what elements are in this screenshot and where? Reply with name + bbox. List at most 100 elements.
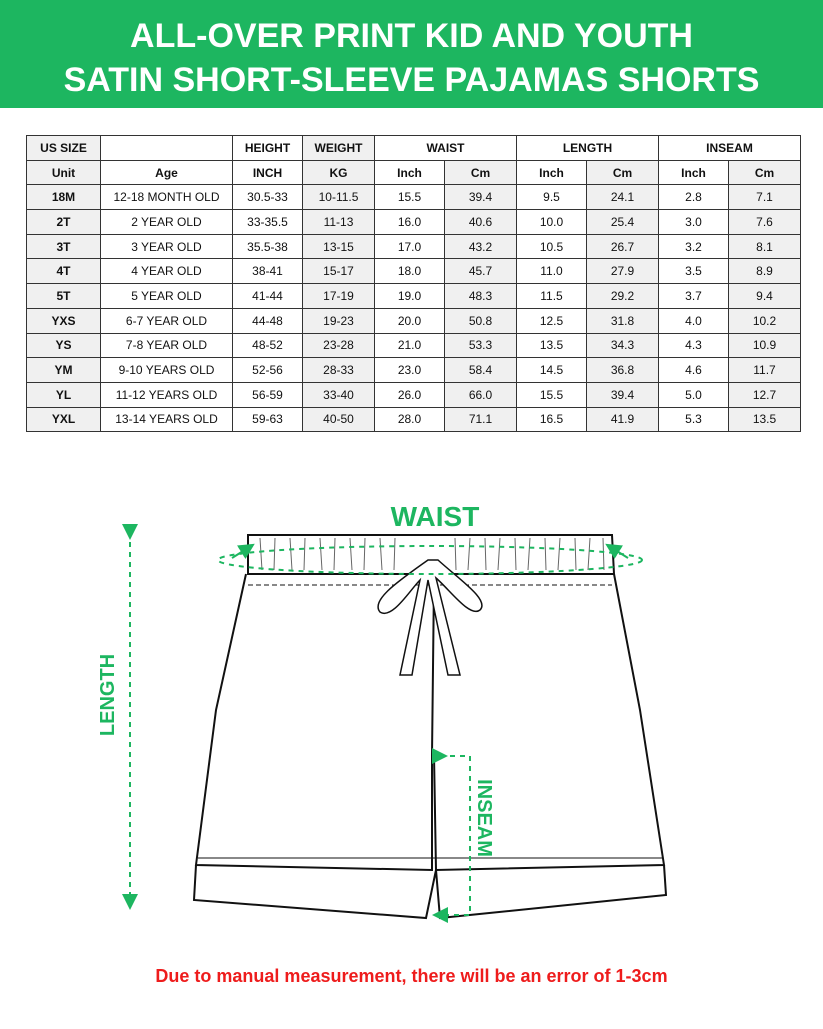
value-cell: 58.4 [444, 357, 517, 383]
value-cell: 10.9 [728, 332, 801, 359]
value-cell: 41.9 [586, 406, 659, 433]
value-cell: 13-14 YEARS OLD [100, 406, 233, 433]
value-cell: 13.5 [516, 332, 587, 359]
value-cell: 17-19 [302, 283, 375, 309]
value-cell: 18.0 [374, 258, 445, 285]
header-cell: INCH [232, 159, 303, 186]
size-cell: 5T [26, 283, 101, 309]
size-chart-table: US SIZE HEIGHT WEIGHT WAIST LENGTH INSEAM Unit… [26, 135, 801, 433]
title-banner: ALL-OVER PRINT KID AND YOUTH SATIN SHORT… [0, 0, 823, 108]
table-row: 2T 2 YEAR OLD 33-35.5 11-13 16.0 40.6 10.0 25.4… [26, 209, 801, 235]
table-row: YXL 13-14 YEARS OLD 59-63 40-50 28.0 71.1 16.5… [26, 406, 801, 433]
value-cell: 39.4 [444, 184, 517, 211]
value-cell: 48.3 [444, 283, 517, 309]
value-cell: 71.1 [444, 406, 517, 433]
header-cell [100, 135, 233, 161]
value-cell: 48-52 [232, 332, 303, 359]
value-cell: 9.4 [728, 283, 801, 309]
size-cell: 4T [26, 258, 101, 285]
value-cell: 12.7 [728, 381, 801, 408]
value-cell: 11-12 YEARS OLD [100, 381, 233, 408]
value-cell: 19.0 [374, 283, 445, 309]
value-cell: 16.0 [374, 209, 445, 235]
value-cell: 15.5 [516, 381, 587, 408]
value-cell: 7-8 YEAR OLD [100, 332, 233, 359]
table-row: 3T 3 YEAR OLD 35.5-38 13-15 17.0 43.2 10.5 26.7… [26, 233, 801, 260]
size-cell: YXL [26, 406, 101, 433]
value-cell: 23-28 [302, 332, 375, 359]
value-cell: 59-63 [232, 406, 303, 433]
table-row: YL 11-12 YEARS OLD 56-59 33-40 26.0 66.0 15.5 3… [26, 381, 801, 408]
value-cell: 3.0 [658, 209, 729, 235]
size-cell: 18M [26, 184, 101, 211]
waist-label: WAIST [391, 501, 480, 532]
value-cell: 9-10 YEARS OLD [100, 357, 233, 383]
header-cell: LENGTH [516, 135, 659, 161]
waistband-gathers [259, 537, 605, 571]
value-cell: 12-18 MONTH OLD [100, 184, 233, 211]
value-cell: 20.0 [374, 307, 445, 334]
value-cell: 12.5 [516, 307, 587, 334]
measurement-note: Due to manual measurement, there will be… [155, 966, 668, 986]
value-cell: 16.5 [516, 406, 587, 433]
value-cell: 52-56 [232, 357, 303, 383]
header-cell: US SIZE [26, 135, 101, 161]
header-cell: Cm [444, 159, 517, 186]
inseam-label: INSEAM [473, 779, 495, 857]
value-cell: 23.0 [374, 357, 445, 383]
value-cell: 36.8 [586, 357, 659, 383]
value-cell: 4.6 [658, 357, 729, 383]
header-row-1: US SIZE HEIGHT WEIGHT WAIST LENGTH INSEAM [26, 135, 801, 161]
header-cell: WAIST [374, 135, 517, 161]
value-cell: 10.5 [516, 233, 587, 260]
value-cell: 3.5 [658, 258, 729, 285]
value-cell: 29.2 [586, 283, 659, 309]
header-cell: Cm [728, 159, 801, 186]
value-cell: 33-35.5 [232, 209, 303, 235]
waist-arrow [217, 545, 643, 575]
value-cell: 5.3 [658, 406, 729, 433]
header-cell: Unit [26, 159, 101, 186]
value-cell: 9.5 [516, 184, 587, 211]
table-row: YM 9-10 YEARS OLD 52-56 28-33 23.0 58.4 14.5 36… [26, 357, 801, 383]
size-cell: YM [26, 357, 101, 383]
table-row: 5T 5 YEAR OLD 41-44 17-19 19.0 48.3 11.5 29.2 3.… [26, 283, 801, 309]
value-cell: 53.3 [444, 332, 517, 359]
header-cell: Age [100, 159, 233, 186]
header-cell: Inch [374, 159, 445, 186]
value-cell: 21.0 [374, 332, 445, 359]
value-cell: 27.9 [586, 258, 659, 285]
value-cell: 10.2 [728, 307, 801, 334]
header-cell: HEIGHT [232, 135, 303, 161]
value-cell: 2.8 [658, 184, 729, 211]
value-cell: 33-40 [302, 381, 375, 408]
value-cell: 11.5 [516, 283, 587, 309]
table-row: 18M 12-18 MONTH OLD 30.5-33 10-11.5 15.5 39.4… [26, 184, 801, 211]
value-cell: 43.2 [444, 233, 517, 260]
value-cell: 14.5 [516, 357, 587, 383]
value-cell: 28-33 [302, 357, 375, 383]
value-cell: 3 YEAR OLD [100, 233, 233, 260]
header-cell: Inch [516, 159, 587, 186]
value-cell: 24.1 [586, 184, 659, 211]
value-cell: 10-11.5 [302, 184, 375, 211]
value-cell: 7.6 [728, 209, 801, 235]
header-cell: Inch [658, 159, 729, 186]
header-row-2: Unit Age INCH KG Inch Cm Inch Cm Inch Cm [26, 159, 801, 186]
table-row: YS 7-8 YEAR OLD 48-52 23-28 21.0 53.3 13.5 34.3… [26, 332, 801, 359]
size-cell: YS [26, 332, 101, 359]
value-cell: 4.0 [658, 307, 729, 334]
value-cell: 13.5 [728, 406, 801, 433]
value-cell: 4.3 [658, 332, 729, 359]
size-cell: YL [26, 381, 101, 408]
value-cell: 11.7 [728, 357, 801, 383]
size-cell: 3T [26, 233, 101, 260]
value-cell: 15-17 [302, 258, 375, 285]
value-cell: 17.0 [374, 233, 445, 260]
value-cell: 7.1 [728, 184, 801, 211]
value-cell: 13-15 [302, 233, 375, 260]
value-cell: 35.5-38 [232, 233, 303, 260]
value-cell: 8.1 [728, 233, 801, 260]
value-cell: 45.7 [444, 258, 517, 285]
header-cell: Cm [586, 159, 659, 186]
